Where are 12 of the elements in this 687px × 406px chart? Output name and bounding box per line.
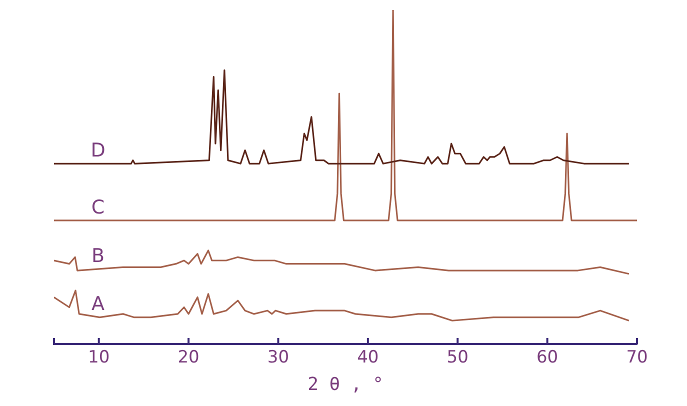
x-tick-label: 30 bbox=[267, 348, 290, 368]
x-tick-label: 20 bbox=[178, 348, 200, 368]
x-tick-label: 10 bbox=[88, 348, 110, 368]
x-tick-label: 40 bbox=[357, 348, 379, 368]
x-axis-title: 2 θ , ° bbox=[308, 374, 384, 395]
x-tick-label: 70 bbox=[626, 348, 648, 368]
x-tick-label: 60 bbox=[536, 348, 558, 368]
series-label: B bbox=[91, 244, 105, 267]
x-tick-label: 50 bbox=[446, 348, 468, 368]
series-label: D bbox=[90, 140, 106, 162]
series-label: A bbox=[92, 292, 104, 315]
series-label: C bbox=[91, 196, 105, 218]
